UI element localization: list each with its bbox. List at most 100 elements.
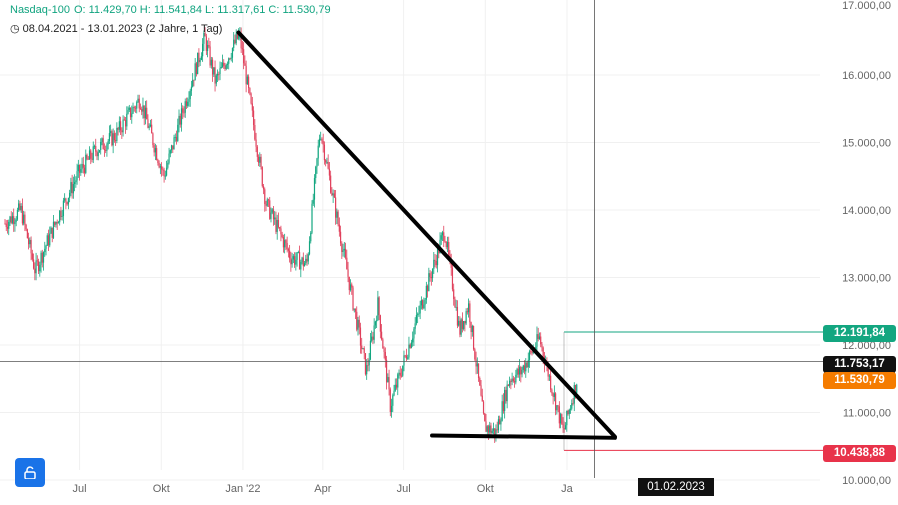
candle-body	[113, 133, 115, 141]
y-tick-label: 12.000,00	[842, 340, 891, 352]
candle-body	[190, 86, 193, 91]
candle-body	[183, 112, 185, 114]
close-price-tag: 11.530,79	[823, 372, 896, 389]
candle-body	[487, 426, 490, 433]
lock-button[interactable]	[15, 458, 45, 487]
candle-body	[490, 425, 492, 434]
candle-body	[24, 214, 26, 225]
candle-body	[527, 359, 529, 368]
candle-body	[85, 154, 87, 173]
x-tick-label: Okt	[477, 483, 494, 495]
candle-body	[372, 336, 374, 340]
candle-body	[504, 389, 506, 411]
candle-body	[82, 163, 84, 168]
candle-body	[409, 344, 411, 348]
candle-body	[266, 199, 268, 206]
candle-body	[264, 189, 266, 205]
candle-body	[348, 276, 350, 291]
candle-body	[159, 166, 161, 168]
symbol-name: Nasdaq-100	[10, 4, 70, 16]
candle-body	[59, 210, 61, 223]
candle-body	[55, 221, 57, 225]
candle-body	[154, 148, 156, 153]
candle-body	[29, 239, 31, 245]
candle-body	[14, 221, 16, 225]
candle-body	[41, 252, 43, 263]
candle-body	[75, 180, 77, 183]
candle-body	[322, 141, 324, 145]
candle-body	[321, 138, 323, 142]
candle-body	[234, 39, 236, 44]
x-tick-label: Ja	[561, 483, 574, 495]
candle-body	[414, 323, 416, 329]
candle-body	[291, 259, 293, 265]
candle-body	[441, 232, 444, 236]
candle-body	[56, 221, 58, 224]
candle-body	[252, 110, 255, 126]
candle-body	[381, 331, 383, 340]
candle-body	[567, 410, 569, 414]
candle-body	[139, 108, 142, 110]
candle-body	[102, 138, 104, 150]
candle-body	[35, 260, 37, 274]
candle-body	[479, 378, 481, 386]
candle-body	[431, 268, 434, 279]
candle-body	[443, 232, 445, 242]
candle-body	[153, 145, 155, 153]
y-tick-label: 11.000,00	[843, 408, 891, 420]
candle-body	[398, 372, 400, 375]
y-tick-label: 14.000,00	[842, 205, 891, 217]
candle-body	[440, 235, 442, 240]
candle-body	[491, 430, 493, 434]
candle-body	[495, 429, 497, 437]
candle-body	[131, 113, 133, 118]
candle-body	[76, 171, 78, 181]
candle-body	[550, 375, 552, 390]
candle-body	[576, 384, 578, 393]
candle-body	[83, 167, 86, 173]
candle-body	[506, 384, 508, 402]
candle-body	[351, 284, 353, 288]
candle-body	[46, 235, 48, 246]
candle-body	[475, 359, 477, 367]
candle-body	[556, 405, 558, 411]
candle-body	[468, 303, 470, 313]
candle-body	[87, 158, 89, 160]
candle-body	[168, 153, 170, 163]
candle-body	[192, 79, 194, 87]
candle-body	[218, 73, 220, 75]
candle-body	[347, 269, 349, 277]
candle-body	[107, 140, 109, 145]
candle-body	[312, 199, 314, 204]
candle-body	[446, 241, 449, 248]
candle-body	[66, 202, 68, 205]
candle-body	[182, 108, 184, 113]
candle-body	[558, 406, 560, 424]
y-axis-labels: 10.000,00 11.000,00 12.000,00 13.000,00 14.0…	[842, 0, 891, 487]
candle-body	[561, 414, 563, 424]
candle-body	[568, 409, 570, 414]
candle-body	[71, 182, 73, 194]
candle-body	[346, 257, 348, 270]
candle-body	[25, 224, 27, 230]
candle-body	[231, 47, 234, 58]
candle-body	[536, 334, 538, 347]
candle-body	[270, 212, 272, 219]
candle-body	[465, 311, 467, 324]
candle-body	[124, 120, 127, 127]
candle-body	[44, 248, 46, 253]
candle-body	[470, 322, 472, 333]
candles	[4, 27, 578, 443]
candle-body	[404, 355, 406, 357]
candle-body	[509, 380, 511, 386]
candle-body	[521, 369, 523, 375]
candle-body	[362, 348, 364, 350]
candle-body	[230, 57, 232, 59]
candle-body	[156, 148, 158, 160]
candle-body	[500, 420, 502, 425]
candle-body	[223, 62, 225, 66]
candle-body	[141, 109, 143, 112]
candle-body	[434, 259, 436, 262]
candle-body	[528, 351, 531, 360]
